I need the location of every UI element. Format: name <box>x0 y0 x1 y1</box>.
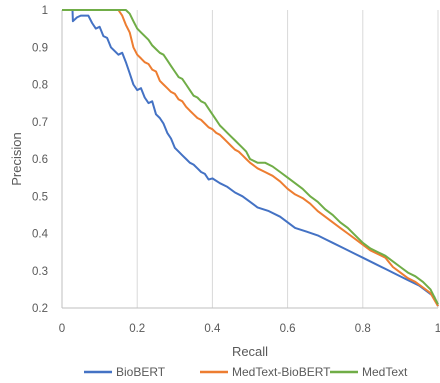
series-line-biobert <box>62 9 439 307</box>
y-axis-title: Precision <box>9 132 24 185</box>
x-tick-label: 0.6 <box>280 323 296 335</box>
y-tick-label: 0.3 <box>32 266 48 278</box>
y-tick-label: 0.2 <box>32 303 48 315</box>
x-axis-title: Recall <box>232 344 268 359</box>
y-tick-label: 0.8 <box>32 80 48 92</box>
y-tick-label: 0.4 <box>32 229 49 241</box>
legend: BioBERT MedText-BioBERT MedText <box>84 365 408 379</box>
y-tick-labels: 0.2 0.3 0.4 0.5 0.6 0.7 0.8 0.9 1 <box>32 5 49 315</box>
gridlines <box>136 10 439 308</box>
legend-label: MedText-BioBERT <box>232 365 331 379</box>
y-tick-label: 0.7 <box>32 117 48 129</box>
legend-label: BioBERT <box>116 365 166 379</box>
y-tick-label: 0.6 <box>32 154 48 166</box>
y-tick-label: 0.5 <box>32 191 48 203</box>
axes <box>61 10 438 309</box>
x-tick-label: 1 <box>435 323 440 335</box>
x-tick-label: 0.4 <box>204 323 221 335</box>
series-line-medtext <box>62 9 439 305</box>
x-tick-label: 0.8 <box>355 323 371 335</box>
legend-label: MedText <box>362 365 408 379</box>
x-tick-label: 0.2 <box>129 323 145 335</box>
x-tick-labels: 0 0.2 0.4 0.6 0.8 1 <box>59 323 440 335</box>
series-line-medtext-biobert <box>62 9 439 307</box>
y-tick-label: 1 <box>42 5 48 17</box>
series-lines <box>62 9 439 307</box>
y-tick-label: 0.9 <box>32 42 48 54</box>
x-tick-label: 0 <box>59 323 65 335</box>
